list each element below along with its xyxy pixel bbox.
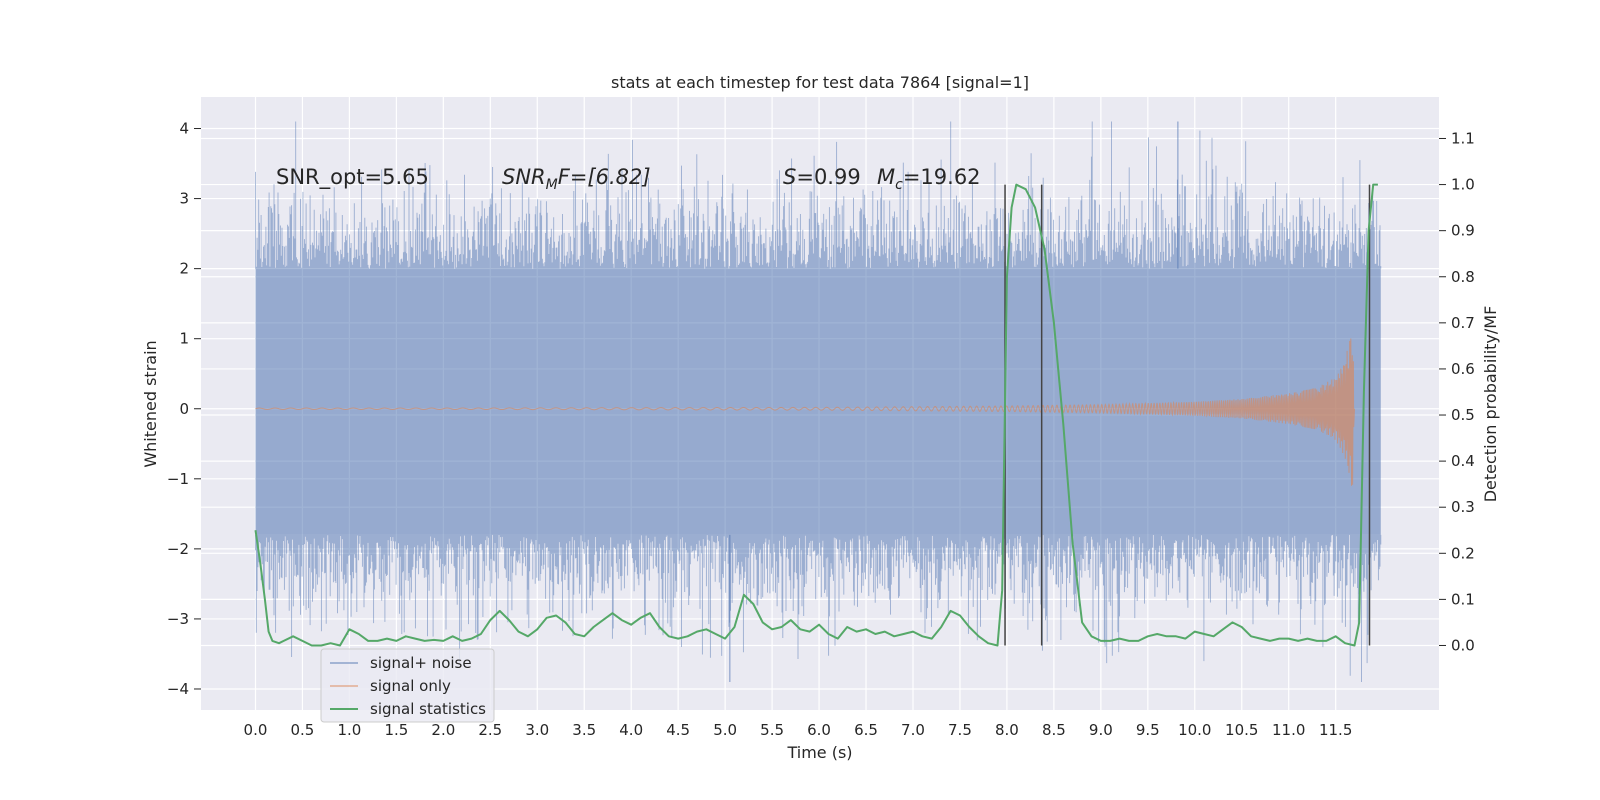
y2-tick-label: 0.1 <box>1451 590 1475 608</box>
y-tick-label: −3 <box>167 610 189 628</box>
y2-tick-label: 0.0 <box>1451 636 1475 654</box>
y-tick-label: 3 <box>179 190 189 208</box>
annotation-snr-mf-sub: M <box>546 177 558 193</box>
x-tick-label: 5.5 <box>760 721 784 739</box>
y2-tick-label: 0.8 <box>1451 268 1475 286</box>
x-tick-label: 9.0 <box>1089 721 1113 739</box>
x-tick-label: 5.0 <box>713 721 737 739</box>
series-signal-statistics <box>254 183 1378 647</box>
x-tick-label: 1.0 <box>337 721 361 739</box>
y2-tick-label: 0.5 <box>1451 406 1475 424</box>
y2-tick-label: 0.4 <box>1451 452 1475 470</box>
x-tick-label: 7.5 <box>948 721 972 739</box>
noise-lower-spikes <box>255 534 1382 682</box>
y2-axis-label: Detection probability/MF <box>1481 306 1500 503</box>
x-tick-label: 0.0 <box>244 721 268 739</box>
noise-band <box>255 268 1381 535</box>
x-tick-label: 7.0 <box>901 721 925 739</box>
y-tick-label: −1 <box>167 470 189 488</box>
x-tick-label: 6.0 <box>807 721 831 739</box>
x-tick-label: 2.5 <box>478 721 502 739</box>
annotation-snr-opt: SNR_opt=5.65 <box>276 165 429 190</box>
legend-label-signal-only: signal only <box>370 677 451 695</box>
y2-tick-label: 0.3 <box>1451 498 1475 516</box>
x-axis-label: Time (s) <box>786 743 852 762</box>
annotation-s-base: S <box>783 165 796 189</box>
y2-tick-label: 1.1 <box>1451 129 1475 147</box>
y-tick-labels: 4 3 2 1 0 −1 −2 −3 −4 <box>167 120 201 698</box>
legend-label-signal-statistics: signal statistics <box>370 700 486 718</box>
annotation-mc-base: M <box>877 165 895 189</box>
x-tick-label: 6.5 <box>854 721 878 739</box>
annotation-s-rest: =0.99 <box>796 165 860 189</box>
x-tick-label: 1.5 <box>384 721 408 739</box>
statistics-line <box>254 183 1378 647</box>
chart-title: stats at each timestep for test data 786… <box>611 73 1029 92</box>
x-tick-label: 11.5 <box>1319 721 1352 739</box>
annotation-mc-sub: c <box>895 177 903 193</box>
x-tick-label: 10.5 <box>1225 721 1258 739</box>
annotation-mc: Mc=19.62 <box>877 165 981 193</box>
y-tick-label: 1 <box>179 330 189 348</box>
x-tick-label: 3.5 <box>572 721 596 739</box>
y-tick-label: 4 <box>179 120 189 138</box>
y-tick-label: −4 <box>167 680 189 698</box>
legend-box <box>320 648 495 723</box>
x-tick-label: 3.0 <box>525 721 549 739</box>
annotation-snr-mf: SNRMF=[6.82] <box>502 165 651 193</box>
y-tick-label: 2 <box>179 260 189 278</box>
y2-tick-labels: 1.1 1.0 0.9 0.8 0.7 0.6 0.5 0.4 0.3 0.2 0.1 0.0 <box>1439 129 1475 654</box>
x-tick-label: 0.5 <box>291 721 315 739</box>
x-tick-label: 9.5 <box>1136 721 1160 739</box>
y2-tick-label: 0.6 <box>1451 360 1475 378</box>
annotation-snr-mf-base: SNR <box>502 165 546 189</box>
x-tick-label: 11.0 <box>1272 721 1305 739</box>
annotation-s: S=0.99 <box>783 165 861 189</box>
annotation-snr-mf-rest: F=[6.82] <box>558 165 651 189</box>
y-axis-label: Whitened strain <box>141 340 160 467</box>
y-tick-label: 0 <box>179 400 189 418</box>
x-tick-labels: 0.0 0.5 1.0 1.5 2.0 2.5 3.0 3.5 4.0 4.5 5.0 5.5 6.0 6… <box>244 721 1353 739</box>
series-signal-only <box>255 338 1355 486</box>
x-tick-label: 8.5 <box>1042 721 1066 739</box>
x-tick-label: 10.0 <box>1178 721 1211 739</box>
x-tick-label: 4.5 <box>666 721 690 739</box>
x-tick-label: 4.0 <box>619 721 643 739</box>
y-tick-label: −2 <box>167 540 189 558</box>
y2-tick-label: 0.9 <box>1451 222 1475 240</box>
annotation-mc-rest: =19.62 <box>903 165 981 189</box>
noise-upper-spikes <box>255 121 1382 269</box>
series-signal-noise <box>255 121 1382 682</box>
y2-tick-label: 1.0 <box>1451 176 1475 194</box>
legend-label-signal-noise: signal+ noise <box>370 654 472 672</box>
y2-tick-label: 0.7 <box>1451 314 1475 332</box>
x-tick-label: 2.0 <box>431 721 455 739</box>
chirp-line <box>255 338 1355 486</box>
y2-tick-label: 0.2 <box>1451 544 1475 562</box>
x-tick-label: 8.0 <box>995 721 1019 739</box>
legend: signal+ noise signal only signal statist… <box>320 648 495 723</box>
